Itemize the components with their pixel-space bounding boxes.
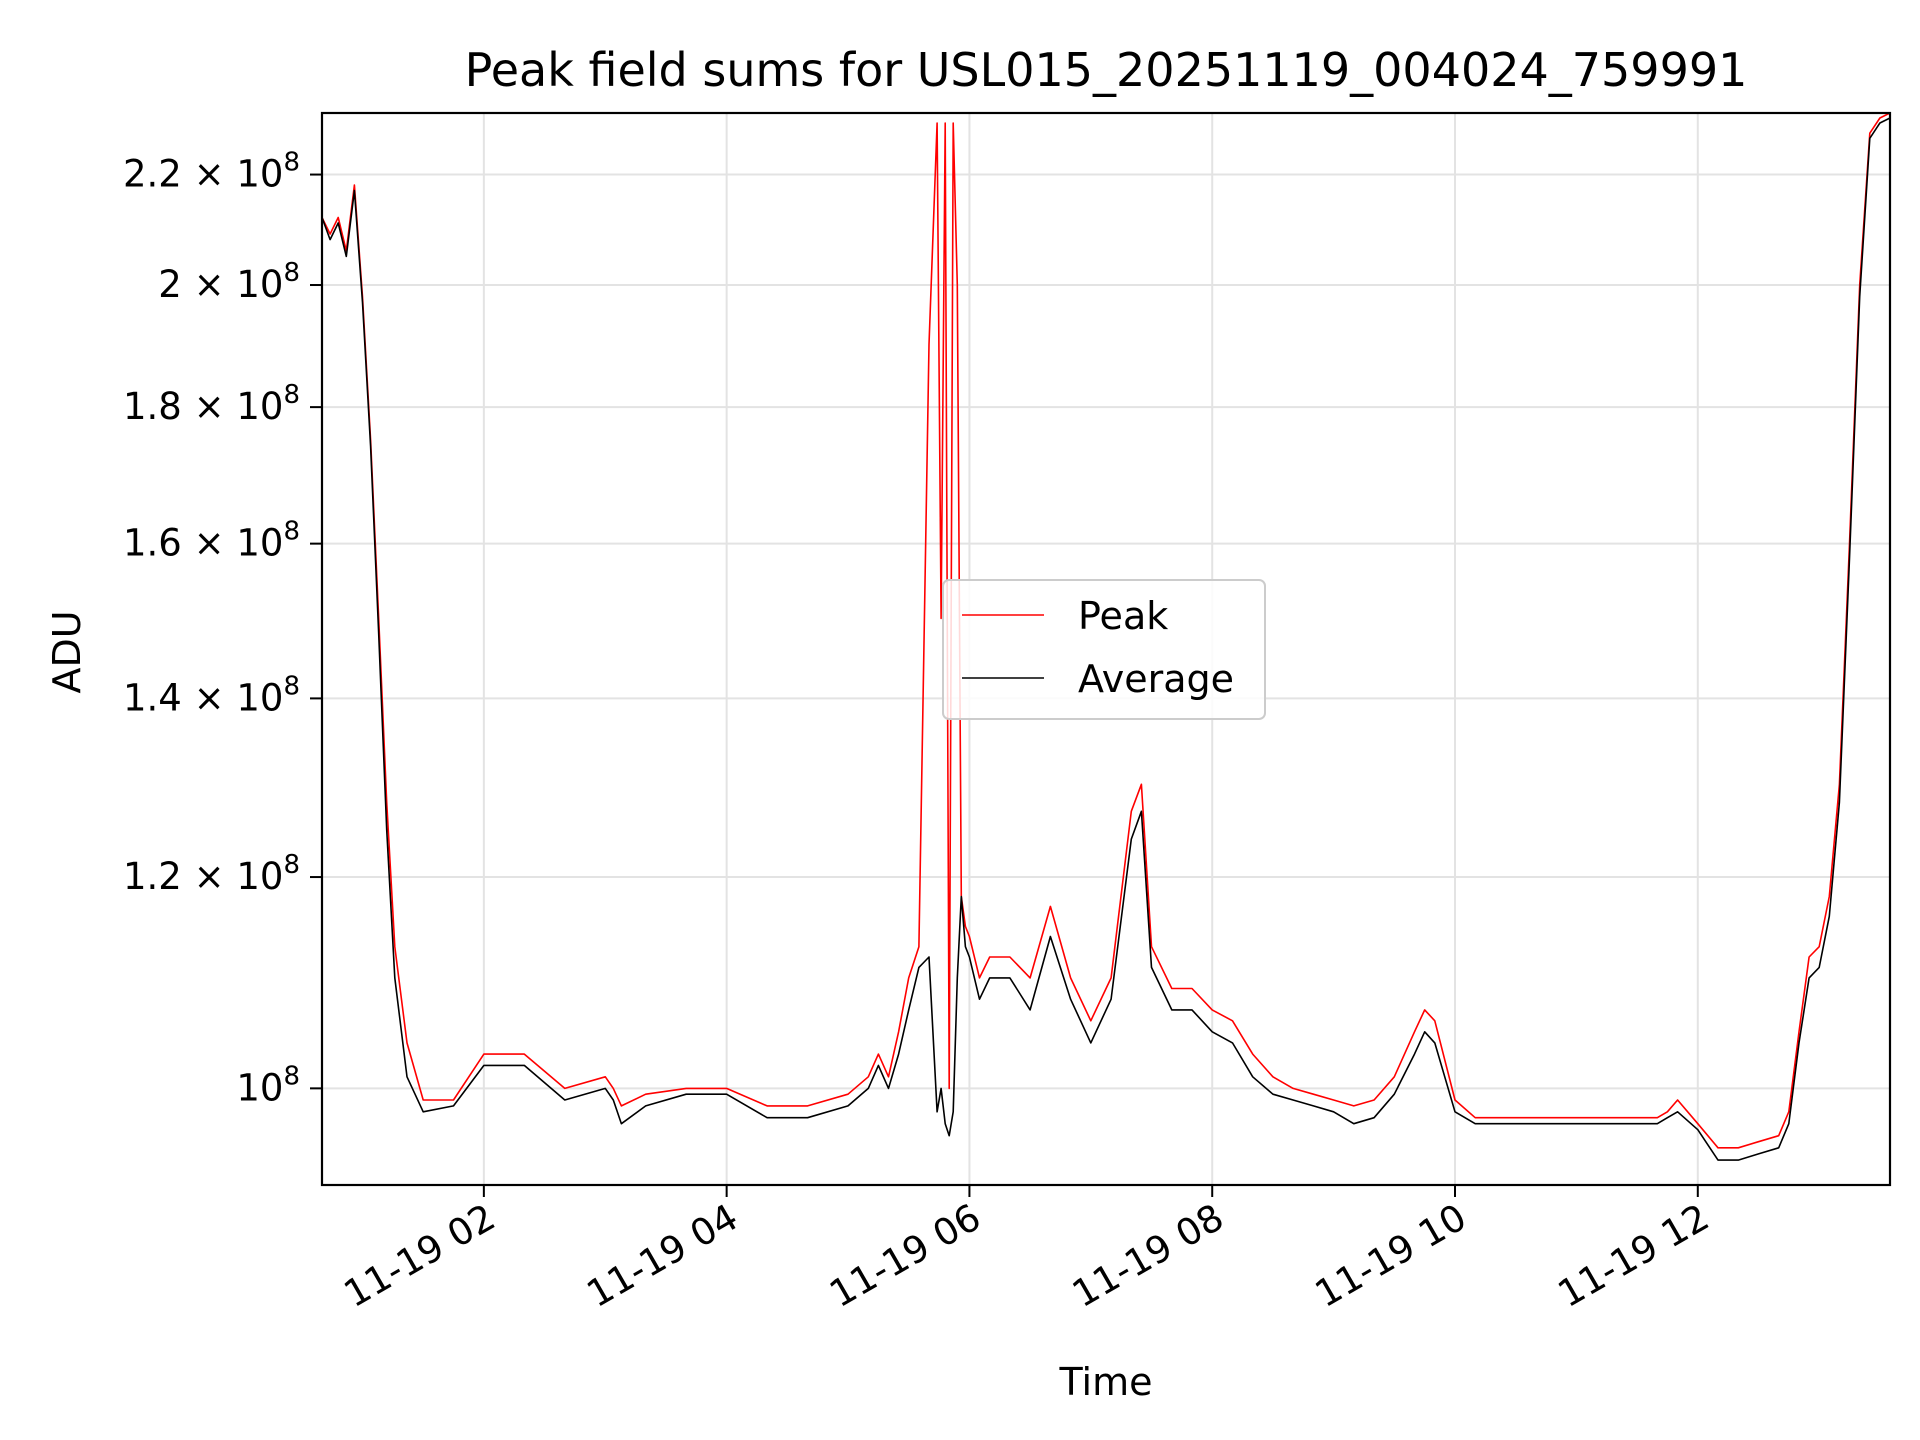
x-axis-label: Time xyxy=(1059,1360,1153,1404)
series-peak-line xyxy=(321,112,1891,1149)
y-tick-label: 2 × 108 xyxy=(158,258,300,306)
y-tick-label: 1.6 × 108 xyxy=(123,517,300,565)
y-tick-label: 108 xyxy=(236,1061,300,1109)
y-tick-label: 2.2 × 108 xyxy=(123,148,300,196)
series-average-line xyxy=(321,117,1891,1161)
legend-peak-label: Peak xyxy=(1078,594,1168,638)
legend: Peak Average xyxy=(942,579,1266,720)
y-tick-label: 1.8 × 108 xyxy=(123,380,300,428)
series-layer xyxy=(321,112,1891,1161)
y-tick-label: 1.2 × 108 xyxy=(123,850,300,898)
plot-frame xyxy=(320,111,1892,1187)
y-axis-label: ADU xyxy=(45,610,89,693)
y-axis-ticks: 108 1.2 × 108 1.4 × 108 1.6 × 108 1.8 × 108 2… xyxy=(123,148,322,1109)
legend-average-label: Average xyxy=(1078,657,1234,701)
chart-title: Peak field sums for USL015_20251119_0040… xyxy=(465,43,1748,97)
y-tick-label: 1.4 × 108 xyxy=(123,671,300,719)
